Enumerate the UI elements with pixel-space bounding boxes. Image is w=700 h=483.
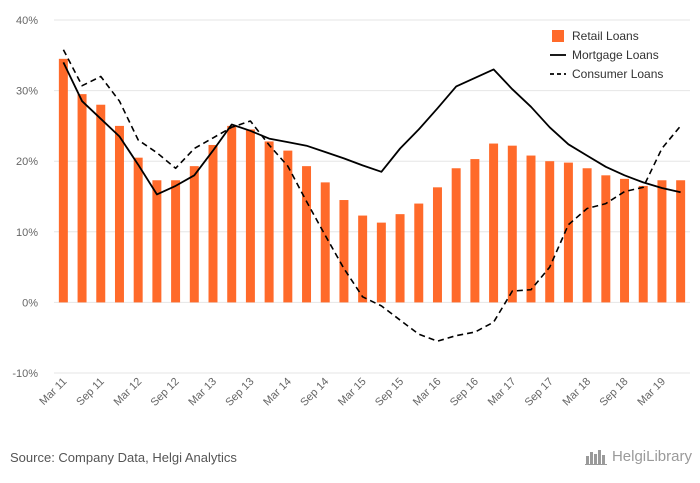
retail-loans-bar xyxy=(526,155,536,303)
retail-loans-bars xyxy=(58,58,686,303)
x-tick-label: Mar 19 xyxy=(635,376,668,409)
x-tick-label: Sep 16 xyxy=(448,376,481,409)
retail-loans-bar xyxy=(414,203,424,303)
retail-loans-bar xyxy=(507,145,517,303)
retail-loans-bar xyxy=(563,162,573,303)
x-tick-label: Mar 12 xyxy=(112,376,145,409)
city-skyline-icon xyxy=(584,449,607,465)
y-axis: -10% 0% 10% 20% 30% 40% xyxy=(12,15,38,380)
consumer-loans-line xyxy=(62,49,682,343)
retail-loans-bar xyxy=(96,104,106,303)
x-tick-label: Mar 11 xyxy=(37,376,69,408)
x-tick-label: Sep 18 xyxy=(598,376,631,409)
retail-loans-bar xyxy=(395,214,405,303)
legend-label: Mortgage Loans xyxy=(572,48,659,62)
retail-loans-bar xyxy=(133,157,143,303)
x-axis: Mar 11 Sep 11 Mar 12 Sep 12 Mar 13 Sep 13 Mar … xyxy=(37,376,668,409)
retail-loans-bar xyxy=(152,180,162,303)
retail-loans-bar xyxy=(657,180,667,303)
legend: Retail Loans Mortgage Loans Consumer Loans xyxy=(550,29,663,81)
y-tick-label: 40% xyxy=(16,15,38,27)
source-note: Source: Company Data, Helgi Analytics xyxy=(10,450,237,465)
y-tick-label: 10% xyxy=(16,227,38,239)
logo-text: HelgiLibrary xyxy=(611,448,692,465)
retail-loans-bar xyxy=(376,222,386,303)
x-tick-label: Sep 15 xyxy=(373,376,406,409)
chart: -10%0%10%20%30%40% Mar 11 Sep 11 Mar 12 Sep… xyxy=(12,15,690,409)
retail-loans-bar xyxy=(283,150,293,303)
retail-loans-bar xyxy=(470,159,480,303)
retail-loans-bar xyxy=(264,141,274,303)
retail-loans-bar xyxy=(620,178,630,303)
y-tick-label: -10% xyxy=(12,368,38,380)
retail-loans-bar xyxy=(227,125,237,303)
retail-loans-bar xyxy=(58,58,68,303)
x-tick-label: Sep 11 xyxy=(74,376,107,409)
retail-loans-bar xyxy=(171,180,181,303)
retail-loans-bar xyxy=(489,143,499,303)
retail-loans-bar xyxy=(302,166,312,303)
retail-loans-bar xyxy=(245,129,255,303)
retail-loans-bar xyxy=(358,215,368,303)
legend-label: Consumer Loans xyxy=(572,67,663,81)
y-tick-label: 20% xyxy=(16,156,38,168)
y-tick-label: 0% xyxy=(22,297,38,309)
mortgage-loans-line xyxy=(62,62,681,196)
retail-loans-bar xyxy=(114,125,124,303)
retail-loans-bar xyxy=(601,175,611,303)
retail-loans-bar xyxy=(208,144,218,303)
y-tick-label: 30% xyxy=(16,86,38,98)
x-tick-label: Mar 15 xyxy=(336,376,369,409)
legend-label: Retail Loans xyxy=(572,29,639,43)
retail-loans-bar xyxy=(451,168,461,303)
retail-loans-bar xyxy=(189,166,199,303)
retail-loans-bar xyxy=(77,94,87,303)
x-tick-label: Mar 16 xyxy=(411,376,444,409)
x-tick-label: Sep 17 xyxy=(523,376,556,409)
x-tick-label: Sep 12 xyxy=(149,376,182,409)
retail-loans-bar xyxy=(545,161,555,303)
retail-loans-bar xyxy=(638,185,648,303)
retail-loans-bar xyxy=(582,168,592,303)
retail-loans-bar xyxy=(676,180,686,303)
x-tick-label: Sep 14 xyxy=(298,376,331,409)
x-tick-label: Mar 14 xyxy=(261,376,294,409)
retail-loans-bar xyxy=(339,200,349,303)
x-tick-label: Sep 13 xyxy=(223,376,256,409)
x-tick-label: Mar 13 xyxy=(186,376,219,409)
helgi-library-logo[interactable]: HelgiLibrary xyxy=(584,448,692,465)
x-tick-label: Mar 18 xyxy=(561,376,594,409)
retail-loans-bar xyxy=(432,187,442,303)
legend-swatch-retail-loans xyxy=(552,30,564,42)
x-tick-label: Mar 17 xyxy=(486,376,519,409)
line-series xyxy=(62,49,682,343)
retail-loans-bar xyxy=(320,182,330,303)
